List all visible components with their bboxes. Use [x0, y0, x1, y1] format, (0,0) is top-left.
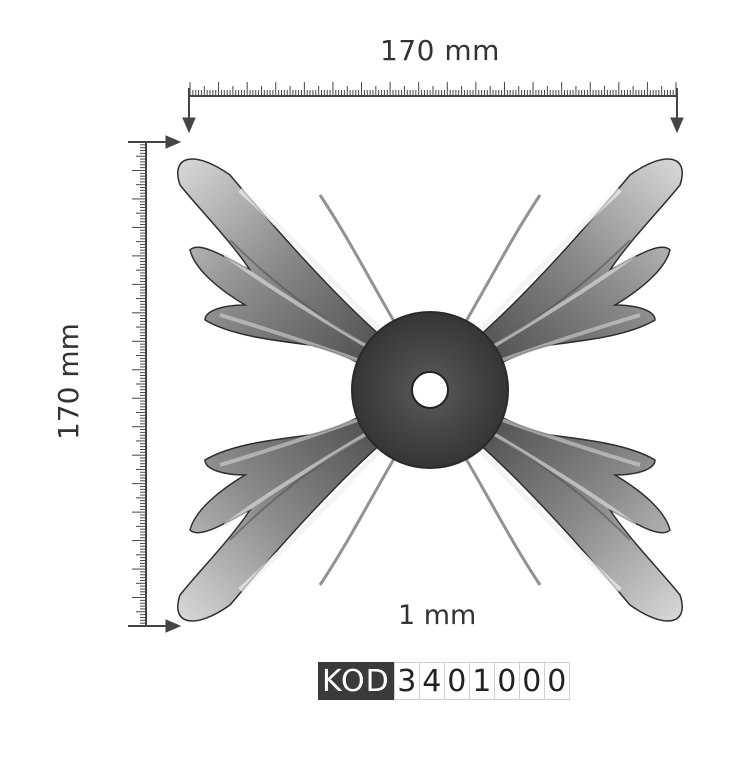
code-digit: 0	[519, 662, 545, 700]
code-digit: 4	[419, 662, 445, 700]
vertical-ruler	[132, 141, 147, 627]
ornament-rosette	[178, 159, 682, 621]
height-dimension-label: 170 mm	[52, 323, 85, 440]
thickness-label: 1 mm	[398, 600, 477, 631]
product-code: KOD 3 4 0 1 0 0 0	[318, 662, 570, 700]
horizontal-ruler	[189, 82, 677, 97]
code-digit: 1	[469, 662, 495, 700]
horizontal-arrows	[182, 88, 684, 134]
code-digit: 0	[494, 662, 520, 700]
code-prefix: KOD	[318, 662, 394, 700]
center-hole	[411, 371, 449, 409]
code-digit: 0	[544, 662, 570, 700]
vertical-arrows	[128, 135, 182, 633]
code-digits: 3 4 0 1 0 0 0	[393, 662, 570, 700]
code-digit: 0	[444, 662, 470, 700]
code-digit: 3	[393, 662, 420, 700]
width-dimension-label: 170 mm	[380, 34, 500, 67]
